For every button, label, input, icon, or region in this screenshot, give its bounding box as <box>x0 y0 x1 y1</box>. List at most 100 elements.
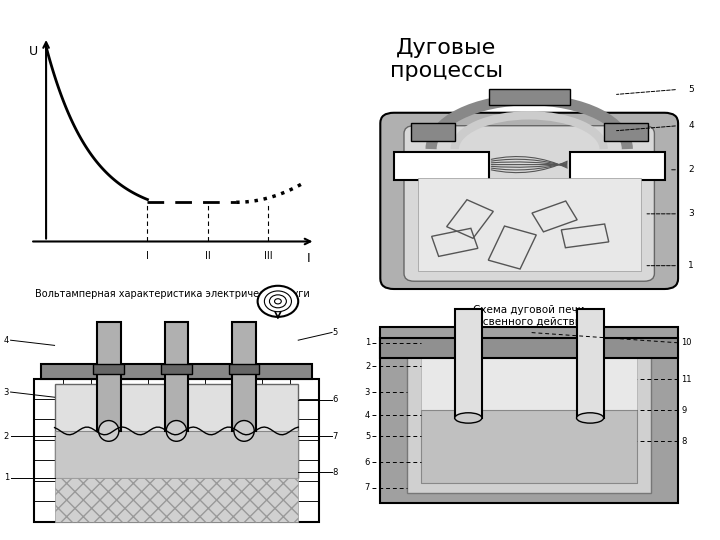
Text: 2: 2 <box>688 165 694 174</box>
Bar <box>120 460 148 481</box>
Ellipse shape <box>166 421 186 441</box>
Bar <box>204 481 233 501</box>
Text: I: I <box>307 252 311 265</box>
Bar <box>55 431 298 477</box>
Bar <box>204 399 233 419</box>
Bar <box>55 384 298 477</box>
Text: 1: 1 <box>688 261 694 270</box>
Bar <box>35 379 318 522</box>
Bar <box>35 419 63 440</box>
Bar <box>455 309 482 418</box>
Bar <box>261 440 290 460</box>
Bar <box>204 440 233 460</box>
Bar <box>408 348 651 493</box>
Bar <box>91 399 120 419</box>
Text: 4: 4 <box>688 121 694 130</box>
Bar <box>148 419 176 440</box>
Bar <box>161 363 192 374</box>
Bar <box>148 460 176 481</box>
Bar <box>233 460 261 481</box>
Bar <box>120 501 148 522</box>
Bar <box>233 322 256 431</box>
Bar <box>97 322 120 431</box>
Bar <box>532 201 577 232</box>
Bar <box>91 501 120 522</box>
Bar <box>91 440 120 460</box>
Circle shape <box>258 286 298 317</box>
Bar <box>63 481 91 501</box>
Text: Дуговые
процессы: Дуговые процессы <box>390 38 503 81</box>
Text: Схема дуговой печи
косвенного действия: Схема дуговой печи косвенного действия <box>470 305 588 326</box>
Bar <box>120 440 148 460</box>
Bar <box>91 419 120 440</box>
Bar <box>55 477 298 522</box>
Bar <box>120 481 148 501</box>
Ellipse shape <box>99 421 119 441</box>
Bar <box>176 379 204 399</box>
Text: III: III <box>264 251 272 261</box>
Bar <box>431 228 478 256</box>
Text: 8: 8 <box>332 468 338 477</box>
Bar <box>261 419 290 440</box>
Text: 1: 1 <box>365 338 370 347</box>
Bar <box>261 399 290 419</box>
Text: 5: 5 <box>688 85 694 94</box>
Text: 7: 7 <box>332 431 338 441</box>
Ellipse shape <box>455 413 482 423</box>
Bar <box>290 399 318 419</box>
Bar <box>148 440 176 460</box>
Bar <box>233 379 261 399</box>
Text: 4: 4 <box>4 336 9 345</box>
Bar <box>35 399 63 419</box>
Bar <box>63 399 91 419</box>
Bar <box>63 460 91 481</box>
Text: Вольтамперная характеристика электрической дуги: Вольтамперная характеристика электрическ… <box>35 289 310 299</box>
Text: 5: 5 <box>365 431 370 441</box>
Text: 10: 10 <box>681 338 692 347</box>
Bar <box>63 501 91 522</box>
Text: 3: 3 <box>365 388 370 396</box>
Bar <box>233 399 261 419</box>
Bar <box>233 481 261 501</box>
Text: 3: 3 <box>688 210 694 218</box>
Bar <box>120 379 148 399</box>
Bar <box>229 363 259 374</box>
Text: 2: 2 <box>4 431 9 441</box>
Bar <box>261 501 290 522</box>
Text: 5: 5 <box>332 328 337 337</box>
Bar <box>290 460 318 481</box>
FancyBboxPatch shape <box>380 113 678 289</box>
Bar <box>35 501 63 522</box>
Bar <box>290 501 318 522</box>
Bar <box>562 224 608 248</box>
Bar <box>148 379 176 399</box>
Bar <box>176 501 204 522</box>
Bar <box>380 338 678 359</box>
Bar <box>233 440 261 460</box>
Bar <box>421 359 637 483</box>
Text: 2: 2 <box>365 362 370 370</box>
Text: 6: 6 <box>365 457 370 467</box>
Bar <box>233 419 261 440</box>
Bar <box>148 399 176 419</box>
Bar <box>176 399 204 419</box>
Bar <box>380 327 678 503</box>
Bar <box>233 501 261 522</box>
Text: 11: 11 <box>681 375 692 383</box>
Bar <box>176 460 204 481</box>
Text: I: I <box>146 251 149 261</box>
Bar <box>603 123 647 141</box>
Bar <box>165 322 188 431</box>
Bar <box>446 200 493 238</box>
Bar <box>91 481 120 501</box>
Bar <box>290 419 318 440</box>
Text: 8: 8 <box>681 437 687 446</box>
Bar <box>63 379 91 399</box>
Text: 7: 7 <box>365 483 370 492</box>
Bar <box>35 460 63 481</box>
Bar <box>63 440 91 460</box>
Bar <box>290 481 318 501</box>
Bar <box>488 226 536 269</box>
Bar <box>204 379 233 399</box>
Bar <box>148 481 176 501</box>
